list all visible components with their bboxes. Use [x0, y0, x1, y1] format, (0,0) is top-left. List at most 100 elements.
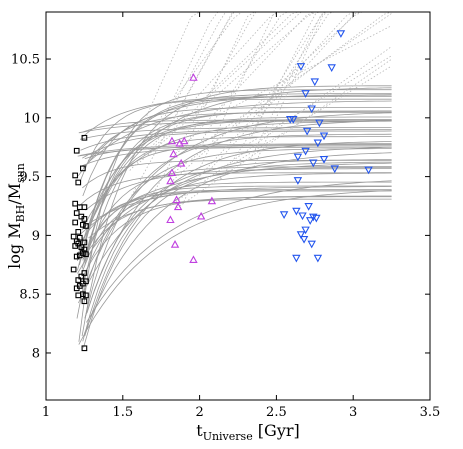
point-square	[76, 234, 83, 241]
x-tick-label: 1	[42, 405, 50, 420]
growth-track-solid	[84, 111, 392, 266]
growth-track-solid	[81, 85, 392, 337]
point-square	[83, 292, 89, 299]
growth-track-dotted	[140, 11, 200, 129]
point-triangle-down	[293, 177, 303, 185]
y-tick-label: 9.5	[19, 170, 40, 185]
growth-track-solid	[84, 93, 392, 242]
point-triangle-down	[299, 235, 309, 244]
plot-frame	[45, 11, 431, 401]
growth-track-dotted	[174, 11, 226, 104]
point-square	[73, 253, 80, 260]
growth-track-solid	[85, 168, 392, 211]
growth-track-dotted	[183, 11, 281, 202]
x-tick-label: 2	[195, 405, 203, 420]
growth-track-solid	[88, 195, 392, 239]
growth-track-dotted	[250, 11, 326, 160]
x-axis-title: tUniverse [Gyr]	[196, 421, 300, 443]
point-square	[72, 200, 79, 207]
growth-track-solid	[83, 166, 392, 262]
point-triangle-up	[189, 73, 198, 81]
growth-track-solid	[82, 185, 392, 259]
y-axis-title: log MBH/Msun	[5, 163, 27, 269]
point-triangle-up	[189, 255, 198, 264]
point-square	[81, 204, 88, 211]
growth-track-solid	[78, 172, 392, 207]
point-square	[72, 172, 79, 179]
growth-track-dotted	[171, 11, 392, 175]
point-triangle-down	[292, 254, 301, 263]
growth-track-solid	[79, 112, 392, 301]
point-square	[83, 251, 89, 258]
point-triangle-down	[292, 207, 301, 216]
growth-track-dotted	[199, 13, 392, 146]
point-square	[72, 219, 79, 226]
growth-track-dotted	[249, 11, 321, 140]
growth-track-solid	[84, 141, 392, 337]
point-triangle-down	[301, 147, 310, 156]
axis-ticks: 1 1.5 2 2.5 3 3.5 8 8.5 9 9.5 10 10.5	[11, 12, 440, 420]
point-square	[73, 285, 80, 292]
growth-track-solid	[84, 152, 392, 334]
point-triangle-up	[207, 196, 217, 205]
growth-track-dotted	[253, 11, 328, 168]
point-triangle-up	[196, 211, 206, 220]
point-triangle-down	[301, 90, 310, 98]
growth-track-solid	[86, 159, 392, 314]
point-square	[72, 243, 79, 249]
data-points	[70, 30, 373, 352]
growth-track-dotted	[223, 25, 392, 113]
growth-track-solid	[77, 172, 392, 274]
growth-track-solid	[80, 129, 392, 151]
point-square	[75, 229, 82, 235]
y-tick-label: 8.5	[19, 288, 40, 303]
point-triangle-up	[172, 195, 181, 204]
point-triangle-down	[313, 139, 323, 148]
point-triangle-down	[296, 63, 306, 71]
point-square	[75, 179, 82, 186]
point-triangle-up	[173, 202, 183, 211]
point-triangle-down	[302, 127, 312, 136]
point-triangle-up	[180, 136, 189, 145]
growth-track-solid	[78, 146, 392, 304]
point-triangle-up	[166, 215, 175, 224]
point-triangle-down	[304, 203, 313, 211]
point-square	[81, 134, 88, 141]
growth-track-solid	[78, 162, 392, 236]
x-tick-label: 2.5	[266, 405, 287, 420]
point-triangle-up	[176, 158, 186, 167]
growth-track-solid	[79, 143, 392, 156]
growth-track-dotted	[203, 11, 299, 99]
growth-track-dotted	[206, 11, 361, 173]
growth-track-dotted	[170, 11, 363, 183]
point-triangle-down	[327, 64, 336, 73]
point-triangle-down	[296, 231, 306, 239]
growth-track-dotted	[175, 46, 392, 202]
point-square	[70, 233, 77, 240]
point-triangle-down	[293, 153, 303, 162]
growth-track-dotted	[196, 11, 353, 180]
growth-track-dotted	[145, 11, 302, 156]
point-square	[75, 292, 82, 299]
point-square	[73, 147, 80, 154]
growth-track-solid	[78, 190, 392, 345]
growth-track-solid	[83, 189, 392, 255]
point-triangle-up	[166, 176, 175, 185]
growth-track-dotted	[233, 65, 392, 164]
growth-track-dotted	[195, 11, 288, 151]
point-triangle-down	[301, 226, 310, 235]
growth-track-dotted	[151, 11, 257, 197]
point-square	[81, 216, 88, 222]
y-tick-label: 8	[32, 346, 40, 361]
point-square	[78, 273, 85, 280]
point-triangle-down	[307, 240, 316, 249]
growth-track-dotted	[154, 11, 242, 127]
point-square	[70, 266, 77, 273]
growth-track-solid	[77, 94, 392, 177]
growth-track-solid	[84, 120, 392, 319]
point-triangle-down	[330, 165, 339, 174]
point-square	[81, 270, 88, 276]
y-tick-label: 10	[23, 111, 40, 126]
growth-track-solid	[82, 107, 392, 197]
growth-track-solid	[79, 127, 392, 140]
